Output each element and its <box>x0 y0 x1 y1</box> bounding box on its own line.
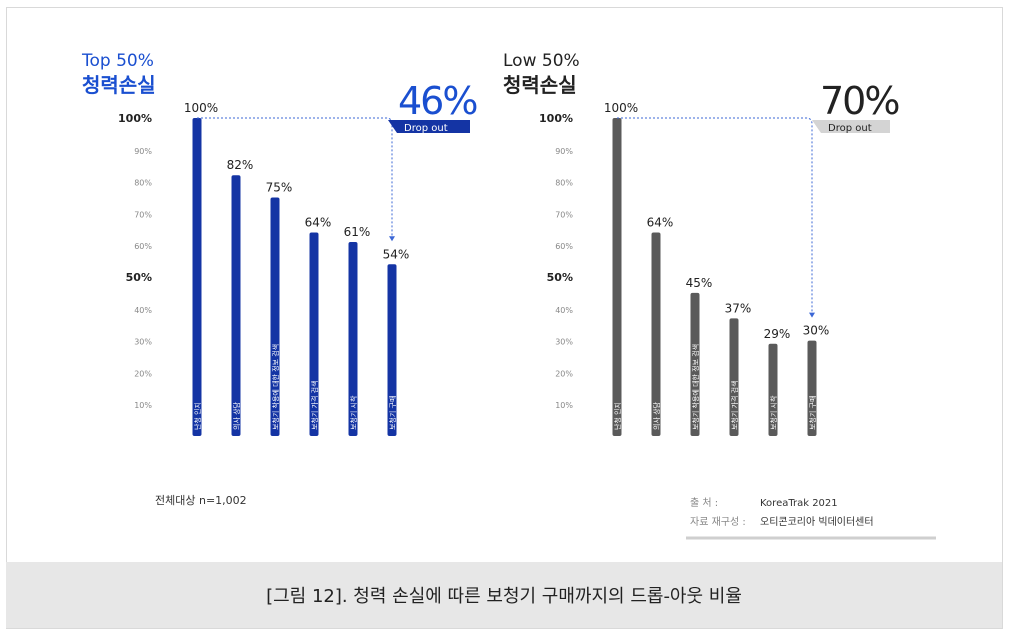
low-chart: 10% 20% 30% 40% 50% 60% 70% 80% 90% 100% 100% 난청 인지… <box>539 101 829 436</box>
low-drop-value: 70% <box>820 79 899 123</box>
top-chart-subtitle: 청력손실 <box>82 73 156 97</box>
source-label: 출 처 : <box>690 497 718 509</box>
y-tick-label: 90% <box>555 147 573 156</box>
y-tick-label: 40% <box>134 306 152 315</box>
bar <box>729 318 739 436</box>
top-chart-title: Top 50% <box>81 51 154 71</box>
y-tick-label: 80% <box>134 179 152 188</box>
category-label: 보청기 구매 <box>388 396 397 430</box>
category-label: 보청기 시착 <box>769 395 778 430</box>
bar-value-label: 29% <box>764 327 791 341</box>
bar-value-label: 64% <box>647 215 674 229</box>
low-drop-label: Drop out <box>828 123 872 134</box>
y-tick-label: 30% <box>555 338 573 347</box>
bar-value-label: 100% <box>184 101 218 115</box>
category-label: 의사 상담 <box>232 401 241 430</box>
category-label: 난청 인지 <box>613 402 622 430</box>
y-tick-label: 20% <box>134 369 152 378</box>
caption-text: [그림 12]. 청력 손실에 따른 보청기 구매까지의 드롭-아웃 비율 <box>266 586 742 607</box>
figure-frame <box>6 7 1003 629</box>
bar-value-label: 30% <box>803 324 830 338</box>
bar <box>807 340 817 436</box>
bar <box>612 118 622 436</box>
low-chart-subtitle: 청력손실 <box>503 73 577 97</box>
figure-caption: [그림 12]. 청력 손실에 따른 보청기 구매까지의 드롭-아웃 비율 <box>6 562 1002 628</box>
bar <box>387 264 397 436</box>
sample-size-note: 전체대상 n=1,002 <box>155 494 247 507</box>
bar-value-label: 37% <box>725 301 752 315</box>
source-value: KoreaTrak 2021 <box>760 498 838 509</box>
y-tick-label: 60% <box>555 242 573 251</box>
category-label: 보청기 착용에 대한 정보 검색 <box>691 344 700 430</box>
bar-value-label: 82% <box>227 158 254 172</box>
y-tick-label: 50% <box>547 271 573 284</box>
top-drop-value: 46% <box>398 79 477 123</box>
low-chart-title: Low 50% <box>503 51 580 71</box>
y-tick-label: 10% <box>134 401 152 410</box>
top-chart: 10% 20% 30% 40% 50% 60% 70% 80% 90% 100% 100% 난청 인지… <box>118 101 410 437</box>
top-drop-badge <box>388 120 470 133</box>
y-tick-label: 70% <box>134 210 152 219</box>
bar-value-label: 45% <box>686 276 713 290</box>
bar <box>651 232 661 436</box>
category-label: 보청기 시착 <box>349 395 358 430</box>
drop-out-arrowhead <box>389 236 395 242</box>
drop-out-connector <box>617 117 813 313</box>
category-label: 보청기 착용에 대한 정보 검색 <box>271 344 280 430</box>
category-label: 난청 인지 <box>193 402 202 430</box>
category-label: 의사 상담 <box>652 401 661 430</box>
bar-value-label: 64% <box>305 215 332 229</box>
bar-value-label: 100% <box>604 101 638 115</box>
bar <box>270 197 280 436</box>
y-tick-label: 50% <box>126 271 152 284</box>
bar <box>309 232 319 436</box>
y-tick-label: 80% <box>555 179 573 188</box>
drop-out-arrowhead <box>809 312 815 318</box>
low-drop-badge <box>812 120 890 133</box>
y-tick-label: 20% <box>555 369 573 378</box>
category-label: 보청기 가격 검색 <box>310 380 319 430</box>
y-tick-label: 100% <box>539 112 573 125</box>
drop-out-charts: Top 50% 청력손실 Low 50% 청력손실 10% 20% 30% 40% 50… <box>81 51 936 540</box>
bar-value-label: 75% <box>266 181 293 195</box>
bar-value-label: 54% <box>383 247 410 261</box>
y-tick-label: 40% <box>555 306 573 315</box>
recompose-value: 오티콘코리아 빅데이터센터 <box>760 516 874 528</box>
category-label: 보청기 가격 검색 <box>730 380 739 430</box>
bar <box>768 343 778 436</box>
top-drop-label: Drop out <box>404 123 448 134</box>
y-tick-label: 90% <box>134 147 152 156</box>
bar-value-label: 61% <box>344 225 371 239</box>
recompose-label: 자료 재구성 : <box>690 516 746 528</box>
y-tick-label: 60% <box>134 242 152 251</box>
y-tick-label: 100% <box>118 112 152 125</box>
bar <box>231 175 241 437</box>
drop-out-connector <box>197 117 393 237</box>
y-tick-label: 70% <box>555 210 573 219</box>
bar <box>192 118 202 436</box>
bar <box>348 242 358 436</box>
bar <box>690 292 700 436</box>
y-tick-label: 10% <box>555 401 573 410</box>
y-tick-label: 30% <box>134 338 152 347</box>
category-label: 보청기 구매 <box>808 396 817 430</box>
